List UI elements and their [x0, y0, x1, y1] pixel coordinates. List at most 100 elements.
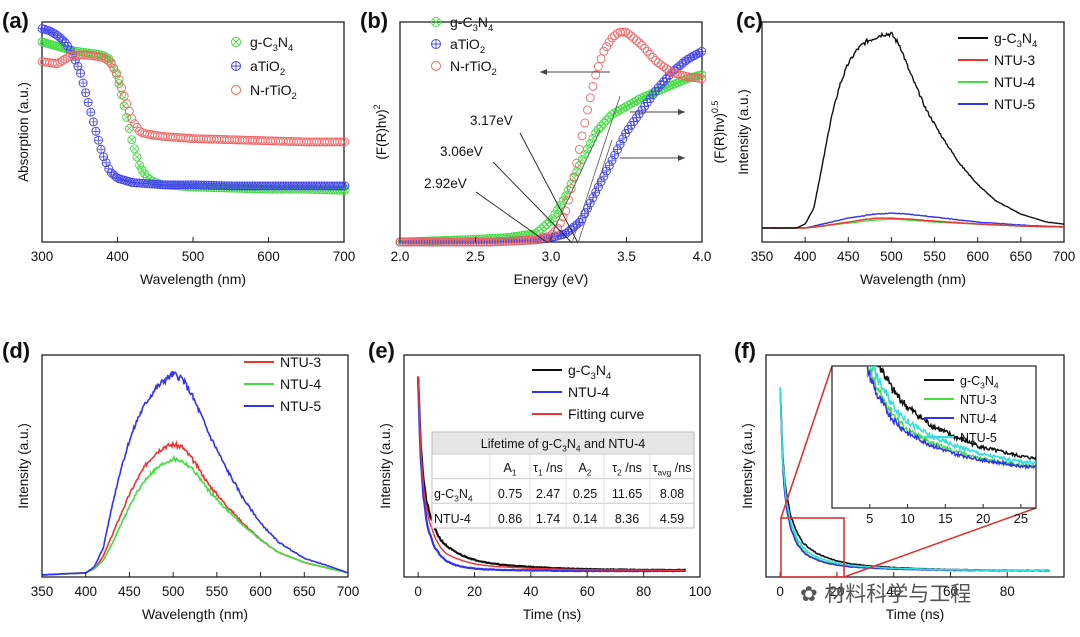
- panel-d: (d) 350 400 450 500 550 600 650 700 Wavelength (…: [2, 338, 359, 622]
- data-point-cross: [76, 69, 85, 78]
- panel-b-frame: [399, 21, 703, 243]
- data-point: [561, 206, 571, 216]
- data-point: [528, 235, 538, 245]
- legend-label: N-rTiO2: [250, 82, 297, 102]
- panel-f-letter: (f): [734, 338, 756, 363]
- data-point: [553, 223, 563, 233]
- table-cell: 0.86: [498, 512, 522, 526]
- data-point-cross: [139, 166, 146, 174]
- data-point: [119, 101, 129, 111]
- x-tick-label: 700: [1053, 249, 1076, 264]
- legend-marker-cross: [432, 18, 440, 26]
- x-axis-label: Time (ns): [523, 606, 582, 622]
- legend-label: g-C3N4: [250, 34, 294, 54]
- data-point-cross: [97, 145, 106, 154]
- inset-series-line: [877, 366, 1036, 461]
- data-point: [109, 64, 119, 73]
- table-row-label: NTU-4: [434, 512, 471, 526]
- legend-label: aTiO2: [450, 36, 485, 56]
- x-tick-label: 550: [923, 249, 946, 264]
- data-point: [572, 158, 582, 168]
- tangent-line: [571, 95, 621, 244]
- legend-label: NTU-3: [960, 393, 997, 407]
- annotation-label: 2.92eV: [424, 176, 467, 191]
- data-point: [129, 144, 139, 154]
- x-axis-label: Wavelength (nm): [142, 606, 248, 622]
- legend-label: aTiO2: [250, 58, 285, 78]
- y-axis-label: Intensity (a.u.): [378, 423, 393, 509]
- data-point: [104, 56, 114, 66]
- x-tick-label: 350: [751, 249, 774, 264]
- data-point: [52, 59, 62, 69]
- legend-label: Fitting curve: [568, 406, 644, 422]
- x-tick-label: 700: [333, 249, 356, 264]
- x-tick-label: 500: [880, 249, 903, 264]
- data-point: [122, 112, 132, 122]
- series-line: [761, 31, 1065, 229]
- data-point: [106, 59, 116, 69]
- data-point: [114, 75, 124, 85]
- data-point: [580, 118, 590, 128]
- data-point-cross: [86, 108, 95, 117]
- annotation-leader: [519, 132, 579, 244]
- table-header: τ1 /ns: [533, 461, 563, 478]
- x-tick-label: 500: [182, 249, 205, 264]
- data-point: [539, 222, 549, 232]
- data-point: [626, 31, 636, 41]
- data-point-cross: [73, 62, 82, 71]
- data-point: [119, 91, 129, 101]
- x-tick-label: 80: [636, 584, 651, 599]
- x-tick-label: 550: [206, 584, 229, 599]
- data-point-cross: [118, 91, 125, 98]
- legend-label: g-C3N4: [960, 374, 999, 391]
- table-cell: 8.08: [660, 487, 684, 501]
- legend-label: NTU-4: [280, 376, 321, 392]
- x-tick-label: 300: [31, 249, 54, 264]
- data-point: [599, 118, 609, 128]
- data-point: [651, 55, 660, 65]
- watermark-text: 材料科学与工程: [824, 582, 972, 606]
- data-point: [596, 121, 606, 131]
- y-axis-label: Intensity (a.u.): [740, 423, 755, 509]
- data-point: [691, 73, 701, 83]
- panel-e-frame: [403, 354, 701, 578]
- inset-series-line: [871, 366, 1036, 466]
- data-point: [623, 29, 633, 39]
- table-cell: 4.59: [660, 512, 684, 526]
- data-point: [632, 36, 641, 45]
- x-tick-label: 100: [689, 584, 712, 599]
- panel-a-letter: (a): [2, 8, 29, 33]
- data-point: [335, 137, 345, 147]
- series-line: [761, 217, 1065, 229]
- annotation-label: 3.06eV: [440, 144, 483, 159]
- x-tick-label: 600: [966, 249, 989, 264]
- table-cell: 2.47: [536, 487, 560, 501]
- x-tick-label: 650: [293, 584, 316, 599]
- table-cell: 0.75: [498, 487, 522, 501]
- x-tick-label: 400: [74, 584, 97, 599]
- data-point: [101, 54, 111, 64]
- data-point: [63, 53, 73, 63]
- zoom-connector: [843, 507, 1037, 578]
- data-point-cross: [79, 78, 88, 87]
- x-tick-label: 60: [580, 584, 595, 599]
- data-point: [694, 73, 704, 83]
- inset-tick-label: 25: [1014, 511, 1028, 526]
- series-line: [41, 370, 349, 576]
- legend-label: NTU-5: [994, 96, 1035, 112]
- data-point-cross: [89, 117, 98, 126]
- data-point: [50, 59, 60, 68]
- data-point: [596, 54, 606, 64]
- data-point: [642, 46, 652, 56]
- annotation-label: 3.17eV: [470, 113, 513, 128]
- panel-b: (b) 2.0 2.5 3.0 3.5 4.0 Energy (eV) (F(R)hν)2 (…: [360, 8, 727, 287]
- series-line: [761, 212, 1065, 229]
- x-axis-label: Wavelength (nm): [140, 271, 246, 287]
- legend-marker: [231, 37, 241, 47]
- legend-marker: [431, 61, 441, 71]
- data-point: [661, 64, 671, 74]
- data-point: [117, 83, 127, 93]
- y-axis-label: Intensity (a.u.): [16, 423, 31, 509]
- arrow-head: [678, 155, 685, 161]
